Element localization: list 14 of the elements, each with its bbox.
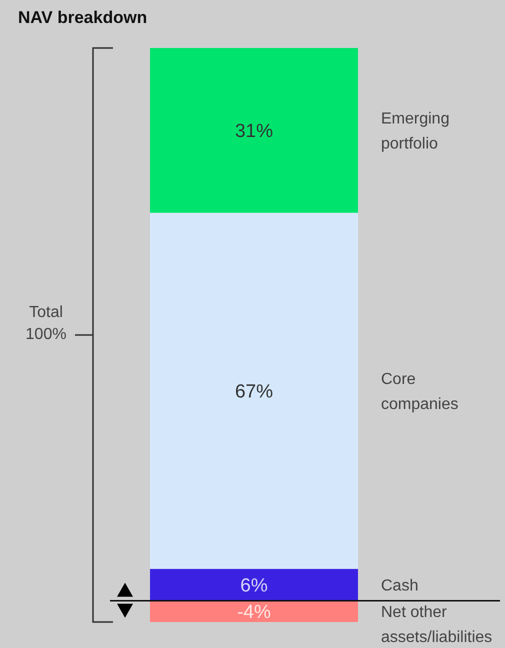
series-label: Core companies [381, 370, 458, 413]
data-label: 67% [234, 381, 274, 402]
data-label: 31% [234, 121, 274, 142]
series-label: Net other assets/liabilities [381, 604, 492, 646]
bar [150, 48, 358, 213]
bar [150, 212, 358, 569]
bar [150, 568, 358, 601]
chart-title: NAV breakdown [18, 8, 148, 27]
data-label: -4% [237, 602, 271, 624]
data-label: 6% [240, 575, 268, 596]
series-label: Cash [381, 577, 418, 594]
bar [150, 600, 358, 622]
text: Total 100% [26, 304, 66, 343]
series-label: Emerging portfolio [381, 110, 450, 152]
